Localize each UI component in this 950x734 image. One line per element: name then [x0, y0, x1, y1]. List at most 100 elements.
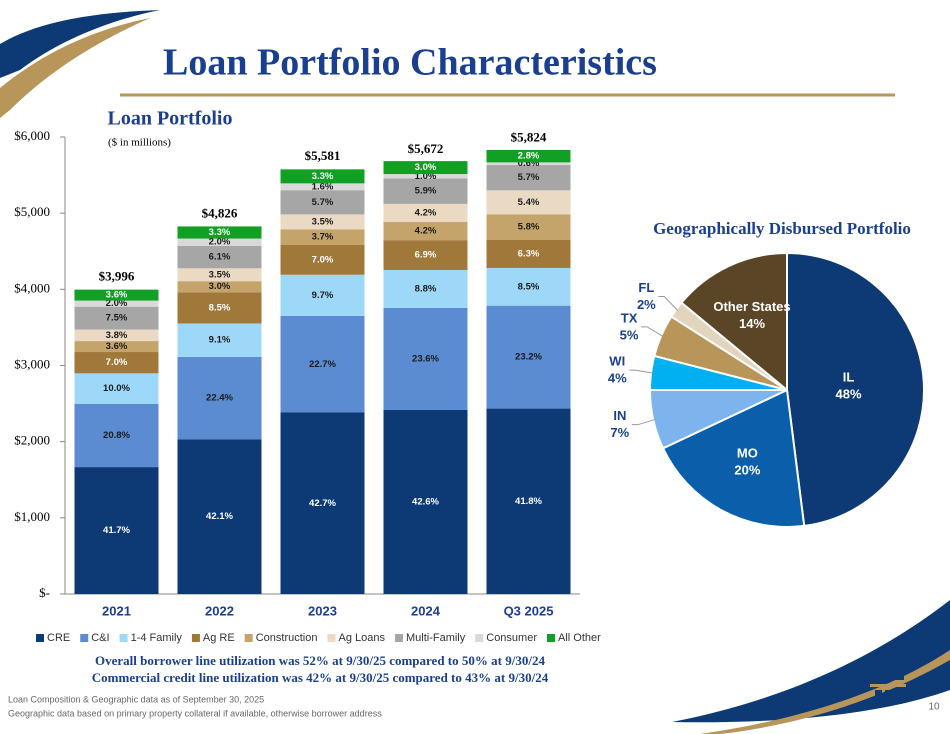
segment-label: 3.7%	[312, 232, 334, 243]
bar-segment	[280, 214, 365, 230]
bar-segment	[177, 439, 262, 594]
y-tick-label: $2,000	[14, 433, 50, 448]
slice-label: FL	[638, 280, 654, 295]
segment-label: 4.2%	[415, 207, 437, 218]
footnote: Geographic data based on primary propert…	[8, 708, 382, 718]
bar-segment	[383, 178, 468, 204]
legend-label: Multi-Family	[406, 632, 466, 644]
segment-label: 7.0%	[312, 254, 334, 265]
legend-label: C&I	[91, 632, 109, 644]
segment-label: 6.3%	[518, 249, 540, 260]
pie-slice	[661, 388, 806, 528]
legend-label: 1-4 Family	[131, 632, 183, 644]
leader-line	[629, 369, 654, 374]
bar-segment	[280, 274, 365, 316]
segment-label: 3.3%	[209, 227, 231, 238]
segment-label: 41.8%	[515, 496, 542, 507]
bar-segment	[383, 203, 468, 223]
segment-label: 3.5%	[312, 216, 334, 227]
bar-segment	[177, 238, 262, 246]
pie-chart-title: Geographically Disbursed Portfolio	[653, 219, 911, 238]
segment-label: 42.1%	[206, 511, 233, 522]
segment-label: 2.8%	[518, 151, 540, 162]
decor-swoosh	[0, 10, 160, 78]
y-tick-label: $4,000	[14, 280, 50, 295]
legend-swatch	[547, 634, 555, 642]
bar-segment	[177, 281, 262, 293]
segment-label: 4.2%	[415, 226, 437, 237]
total-label: $5,824	[511, 129, 547, 144]
segment-label: 5.7%	[312, 197, 334, 208]
y-tick-label: $1,000	[14, 509, 50, 524]
legend-swatch	[191, 634, 200, 642]
bar-segment	[383, 222, 468, 241]
slice-value: 5%	[620, 327, 639, 342]
bar-segment	[486, 240, 571, 268]
segment-label: 1.6%	[312, 181, 334, 192]
segment-label: 3.6%	[106, 290, 128, 301]
segment-label: 2.0%	[209, 237, 231, 248]
segment-label: 7.5%	[106, 313, 128, 324]
bar-segment	[383, 308, 468, 410]
bar-chart-title: Loan Portfolio	[108, 108, 233, 130]
decor-swoosh	[0, 18, 150, 118]
y-tick-label: $3,000	[14, 356, 50, 371]
bar-segment	[486, 214, 571, 241]
segment-label: 3.6%	[106, 341, 128, 352]
bar-segment	[383, 174, 468, 179]
page-number: 10	[928, 702, 940, 713]
segment-label: 22.7%	[309, 359, 336, 370]
y-tick-label: $-	[39, 585, 50, 600]
leader-line	[631, 418, 656, 426]
slice-value: 7%	[610, 425, 629, 440]
x-tick-label: 2022	[205, 603, 234, 618]
legend-label: Consumer	[486, 632, 537, 644]
segment-label: 1.0%	[415, 171, 437, 182]
bar-segment	[74, 352, 159, 374]
logo	[870, 676, 906, 704]
bar-segment	[280, 412, 365, 594]
bar-segment	[74, 306, 159, 330]
note: Overall borrower line utilization was 52…	[95, 653, 545, 668]
segment-label: 42.7%	[309, 498, 336, 509]
bar-segment	[74, 467, 159, 594]
bar-segment	[177, 245, 262, 269]
segment-label: 23.2%	[515, 352, 542, 363]
note: Commercial credit line utilization was 4…	[92, 670, 549, 685]
bar-segment	[486, 305, 571, 409]
total-label: $5,672	[408, 141, 444, 156]
legend-swatch	[36, 634, 44, 642]
slice-value: 20%	[734, 462, 760, 477]
segment-label: 5.8%	[518, 222, 540, 233]
bar-segment	[486, 190, 571, 215]
bar-segment	[280, 190, 365, 215]
legend-label: Ag Loans	[338, 632, 385, 644]
segment-label: 5.9%	[415, 186, 437, 197]
segment-label: 8.8%	[415, 284, 437, 295]
footnote: Loan Composition & Geographic data as of…	[8, 694, 264, 704]
total-label: $3,996	[99, 269, 135, 284]
legend-swatch	[475, 634, 484, 642]
legend-label: All Other	[558, 632, 601, 644]
segment-label: 3.5%	[209, 269, 231, 280]
segment-label: 3.0%	[209, 281, 231, 292]
decor-swoosh	[672, 600, 950, 723]
bar-segment	[486, 149, 571, 163]
x-tick-label: 2024	[411, 603, 441, 618]
slice-label: IL	[843, 370, 855, 385]
slice-value: 4%	[608, 371, 627, 386]
bar-segment	[280, 315, 365, 413]
bar-segment	[486, 165, 571, 191]
segment-label: 5.7%	[518, 172, 540, 183]
segment-label: 42.6%	[412, 496, 439, 507]
x-tick-label: Q3 2025	[504, 603, 554, 618]
bar-segment	[74, 403, 159, 468]
slice-label: IN	[613, 408, 626, 423]
legend-swatch	[119, 634, 128, 642]
bar-segment	[280, 183, 365, 191]
segment-label: 41.7%	[103, 525, 130, 536]
bar-segment	[486, 162, 571, 166]
segment-label: 10.0%	[103, 383, 130, 394]
bar-segment	[280, 169, 365, 184]
